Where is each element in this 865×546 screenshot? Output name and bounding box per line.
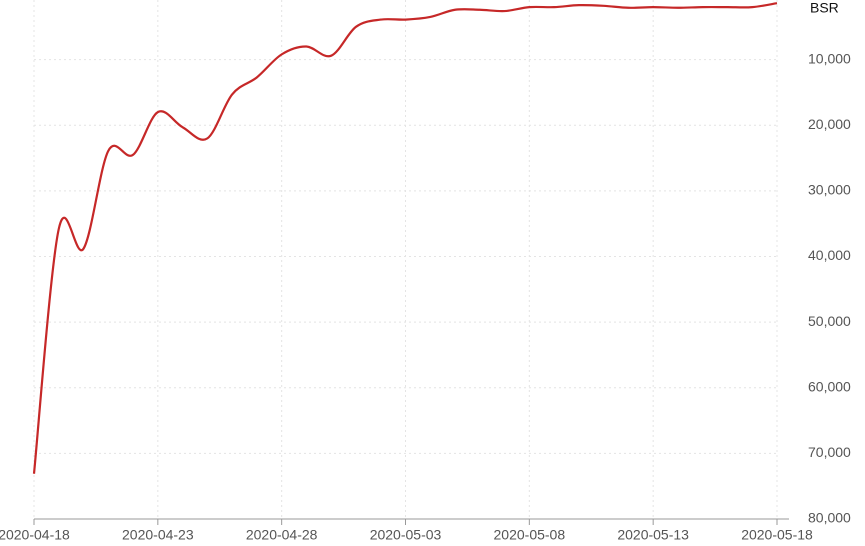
y-tick-label: 50,000 — [808, 313, 851, 329]
line-series — [32, 2, 778, 474]
y-tick-label: 30,000 — [808, 182, 851, 198]
x-tick-label: 2020-04-28 — [246, 527, 318, 543]
y-tick-label: 80,000 — [808, 510, 851, 526]
y-tick-label: 70,000 — [808, 444, 851, 460]
x-tick-label: 2020-05-03 — [370, 527, 442, 543]
y-tick-label: 20,000 — [808, 116, 851, 132]
x-tick-label: 2020-05-08 — [494, 527, 566, 543]
y-axis-title: BSR — [810, 0, 839, 16]
x-tick-label: 2020-05-13 — [617, 527, 689, 543]
x-tick-label: 2020-05-18 — [741, 527, 813, 543]
x-tick-label: 2020-04-18 — [0, 527, 70, 543]
y-tick-label: 40,000 — [808, 247, 851, 263]
y-tick-label: 10,000 — [808, 50, 851, 66]
x-tick-label: 2020-04-23 — [122, 527, 194, 543]
y-tick-label: 60,000 — [808, 378, 851, 394]
